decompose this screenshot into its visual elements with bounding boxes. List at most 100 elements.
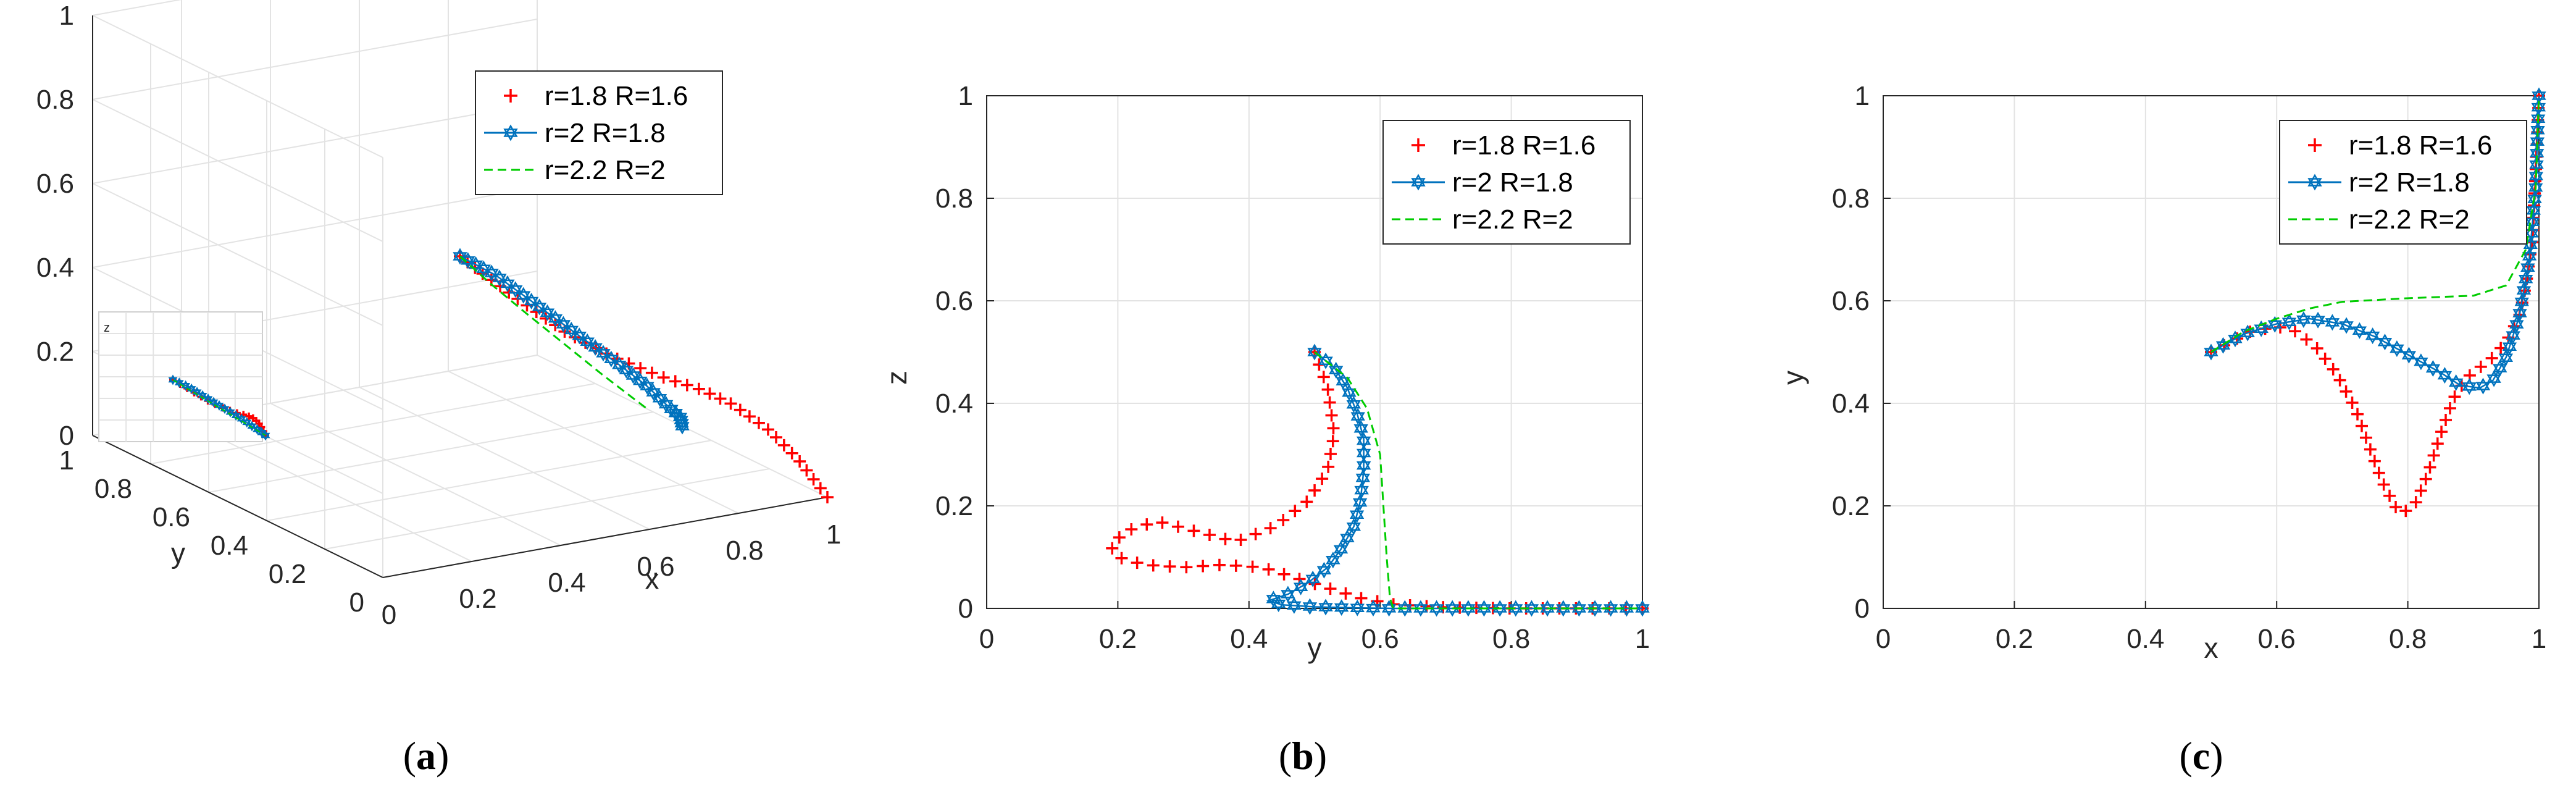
data-point <box>2383 489 2396 502</box>
data-point <box>1318 598 1333 616</box>
data-point <box>2346 397 2359 410</box>
data-point <box>2462 378 2477 395</box>
data-point <box>2390 340 2404 357</box>
floor-gridline-x <box>448 371 739 514</box>
floor-gridline-y <box>150 383 596 464</box>
data-point <box>1322 460 1335 473</box>
panel-c-xy-plot: 0 0.2 0.4 0.6 0.8 1 0 0.2 0.4 0.6 0.8 1 x y r=1.8 R=1.… <box>1777 81 2546 664</box>
x-axis-label: x <box>645 563 659 595</box>
data-point <box>1156 516 1169 529</box>
data-point <box>2414 484 2427 497</box>
data-point <box>2527 190 2542 208</box>
data-point <box>2352 322 2367 339</box>
data-point <box>1325 409 1338 422</box>
data-point <box>724 397 737 410</box>
floor-gridline-x <box>359 387 650 530</box>
data-point <box>1308 578 1321 590</box>
z-tick-label: 0.8 <box>36 85 74 115</box>
x-tick-label: 0.2 <box>1099 624 1137 654</box>
legend-label: r=2.2 R=2 <box>545 155 666 185</box>
data-point <box>2448 390 2461 403</box>
data-point <box>1334 599 1349 616</box>
data-point <box>2319 352 2331 365</box>
data-point <box>1180 561 1193 574</box>
y-tick-label: 1 <box>1855 81 1870 111</box>
data-point <box>2359 431 2372 444</box>
data-point <box>1246 560 1259 573</box>
back-wall-gridline <box>92 103 538 184</box>
data-point <box>2339 317 2354 334</box>
data-point <box>1289 505 1302 518</box>
y-tick-label: 0.4 <box>935 388 973 419</box>
data-point <box>777 439 790 452</box>
data-point <box>1316 561 1332 579</box>
legend-label: r=2 R=1.8 <box>1452 167 1573 198</box>
data-point <box>2356 419 2368 432</box>
data-point <box>2493 359 2507 377</box>
data-point <box>2509 316 2524 333</box>
data-point <box>2377 478 2390 491</box>
data-point <box>743 410 756 423</box>
y-tick-label: 1 <box>958 81 973 111</box>
data-point <box>1366 600 1381 617</box>
data-point <box>1429 600 1444 617</box>
y-tick-label: 0.8 <box>94 474 132 504</box>
caption-letter: a <box>416 734 436 778</box>
data-point <box>2425 359 2441 377</box>
data-point <box>2377 334 2393 351</box>
legend-marker <box>1411 138 1425 152</box>
legend-label: r=1.8 R=1.6 <box>1452 130 1595 161</box>
data-point <box>1445 600 1460 617</box>
data-point <box>1354 482 1369 499</box>
data-point <box>2300 333 2313 346</box>
data-point <box>2372 466 2385 479</box>
series-line <box>2210 95 2540 353</box>
x-tick-label: 0.4 <box>548 568 585 598</box>
data-point <box>2427 449 2440 462</box>
data-point <box>2296 311 2311 329</box>
floor-gridline-y <box>324 468 770 550</box>
y-tick-label: 0.6 <box>1832 286 1870 316</box>
legend: r=1.8 R=1.6 r=2 R=1.8 r=2.2 R=2 <box>1382 120 1631 245</box>
data-point <box>1571 600 1587 617</box>
data-point <box>821 491 834 503</box>
y-tick-label: 0 <box>349 587 364 618</box>
data-point <box>1524 600 1539 617</box>
y-tick-label: 0.2 <box>269 559 306 589</box>
captions: (a) (b) (c) <box>403 734 2223 778</box>
y-tick-label: 0.4 <box>211 531 248 561</box>
inset-series-2 <box>172 379 266 436</box>
data-point <box>1492 600 1507 617</box>
data-point <box>1355 592 1368 605</box>
data-point <box>1540 600 1555 617</box>
data-point <box>1171 520 1184 533</box>
y-tick-label: 0.8 <box>935 183 973 214</box>
data-point <box>1213 558 1226 571</box>
data-point <box>645 366 658 379</box>
data-point <box>2514 293 2529 311</box>
y-axis-label: y <box>171 537 185 569</box>
inset-data-point <box>245 412 253 420</box>
data-point <box>2475 377 2491 395</box>
data-point <box>1356 432 1371 449</box>
data-point <box>2267 316 2282 333</box>
data-point <box>1293 578 1308 595</box>
floor-gridline-y <box>266 440 712 521</box>
data-point <box>1308 484 1321 497</box>
data-point <box>657 371 670 384</box>
data-point <box>1336 372 1350 390</box>
data-point <box>1619 600 1634 617</box>
data-point <box>1131 556 1144 569</box>
data-point <box>1264 522 1277 535</box>
x-tick-label: 0 <box>382 600 396 630</box>
x-tick-label: 0.6 <box>2258 624 2296 654</box>
y-tick-label: 0.6 <box>935 286 973 316</box>
data-point <box>1587 600 1602 617</box>
series-1 <box>453 248 690 435</box>
side-wall-gridline <box>92 99 383 242</box>
x-tick-label: 0 <box>979 624 994 654</box>
data-point <box>1249 527 1262 540</box>
data-point <box>1229 559 1242 572</box>
inset-z-label: z <box>104 321 110 335</box>
